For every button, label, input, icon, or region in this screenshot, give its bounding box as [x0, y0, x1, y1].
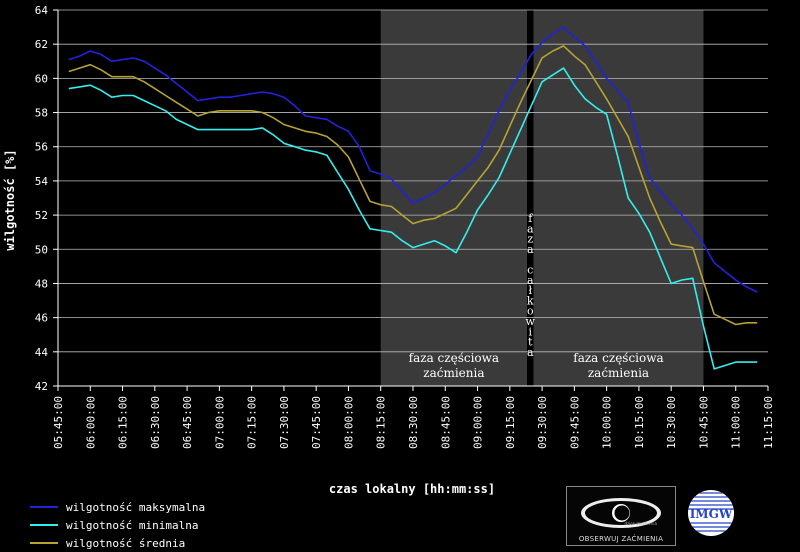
y-axis-label: wilgotność [%] — [3, 149, 17, 250]
x-tick-label: 11:15:00 — [762, 396, 775, 449]
x-tick-label: 08:45:00 — [439, 396, 452, 449]
x-tick-label: 09:00:00 — [472, 396, 485, 449]
y-tick-label: 60 — [35, 72, 48, 85]
x-tick-label: 07:15:00 — [246, 396, 259, 449]
eclipse-phase-region — [380, 10, 528, 386]
x-tick-label: 09:30:00 — [536, 396, 549, 449]
region-label-char: z — [527, 233, 533, 246]
eclipse-phase-region — [527, 10, 534, 386]
y-tick-label: 62 — [35, 38, 48, 51]
y-tick-label: 42 — [35, 380, 48, 393]
region-label-char: w — [526, 315, 536, 328]
legend-item: wilgotność minimalna — [30, 516, 205, 534]
y-tick-label: 58 — [35, 107, 48, 120]
series-lines — [68, 26, 758, 370]
legend-label: wilgotność maksymalna — [66, 500, 206, 514]
legend-swatch — [30, 506, 58, 508]
x-tick-label: 05:45:00 — [52, 396, 65, 449]
region-label-char: k — [527, 294, 534, 307]
region-label-char: a — [527, 274, 534, 287]
x-tick-label: 06:30:00 — [149, 396, 162, 449]
x-tick-label: 10:15:00 — [633, 396, 646, 449]
legend: wilgotność maksymalna wilgotność minimal… — [30, 498, 205, 552]
region-label: zaćmienia — [423, 366, 484, 380]
y-tick-label: 46 — [35, 312, 48, 325]
logo-small-text: dzien-zacmienia — [624, 521, 657, 526]
y-tick-label: 44 — [35, 346, 49, 359]
x-tick-label: 06:15:00 — [117, 396, 130, 449]
region-label-char: f — [528, 212, 533, 225]
legend-item: wilgotność średnia — [30, 534, 205, 552]
x-tick-label: 07:45:00 — [310, 396, 323, 449]
eclipse-phase-region — [533, 10, 704, 386]
grid-lines — [58, 9, 768, 387]
imgw-logo: IMGW — [688, 490, 734, 536]
x-tick-label: 08:00:00 — [342, 396, 355, 449]
legend-label: wilgotność średnia — [66, 536, 186, 550]
series-line — [68, 26, 758, 293]
obserwuj-zacmienia-logo: dzien-zacmienia OBSERWUJ ZAĆMIENIA — [566, 486, 676, 546]
eclipse-eye-icon: dzien-zacmienia — [581, 498, 661, 528]
region-label: faza częściowa — [573, 351, 663, 365]
region-label-char: a — [527, 346, 534, 359]
y-tick-label: 50 — [35, 243, 48, 256]
axes: 42 44 46 48 50 52 54 56 58 60 62 64 05:45:00 06:00:00… — [35, 4, 775, 449]
x-tick-label: 06:45:00 — [181, 396, 194, 449]
region-label-char: a — [527, 222, 534, 235]
region-label-char: t — [528, 336, 533, 349]
region-label-char: c — [527, 264, 533, 277]
region-label-char: ł — [528, 284, 532, 297]
legend-swatch — [30, 542, 58, 544]
x-tick-label: 08:30:00 — [407, 396, 420, 449]
region-label: zaćmienia — [588, 366, 649, 380]
x-tick-label: 09:15:00 — [504, 396, 517, 449]
x-tick-label: 09:45:00 — [568, 396, 581, 449]
region-label: faza częściowa — [409, 351, 499, 365]
region-label-char: a — [527, 243, 534, 256]
y-tick-label: 52 — [35, 209, 48, 222]
logo-caption: OBSERWUJ ZAĆMIENIA — [578, 535, 664, 543]
y-tick-label: 54 — [35, 175, 49, 188]
x-tick-label: 06:00:00 — [84, 396, 97, 449]
y-tick-label: 48 — [35, 277, 48, 290]
x-tick-label: 10:00:00 — [601, 396, 614, 449]
x-tick-label: 11:00:00 — [730, 396, 743, 449]
legend-item: wilgotność maksymalna — [30, 498, 205, 516]
legend-swatch — [30, 524, 58, 526]
series-line — [68, 45, 758, 326]
region-label-char: i — [528, 325, 532, 338]
x-tick-label: 10:30:00 — [665, 396, 678, 449]
x-tick-label: 07:00:00 — [213, 396, 226, 449]
x-tick-label: 10:45:00 — [697, 396, 710, 449]
x-axis-label: czas lokalny [hh:mm:ss] — [329, 482, 495, 496]
series-line — [68, 67, 758, 370]
legend-label: wilgotność minimalna — [66, 518, 199, 532]
plot-background — [58, 10, 768, 386]
x-tick-label: 07:30:00 — [278, 396, 291, 449]
x-tick-label: 08:15:00 — [375, 396, 388, 449]
imgw-text: IMGW — [690, 507, 733, 521]
region-label-char: o — [527, 305, 534, 318]
y-tick-label: 56 — [35, 141, 48, 154]
y-tick-label: 64 — [35, 4, 49, 17]
